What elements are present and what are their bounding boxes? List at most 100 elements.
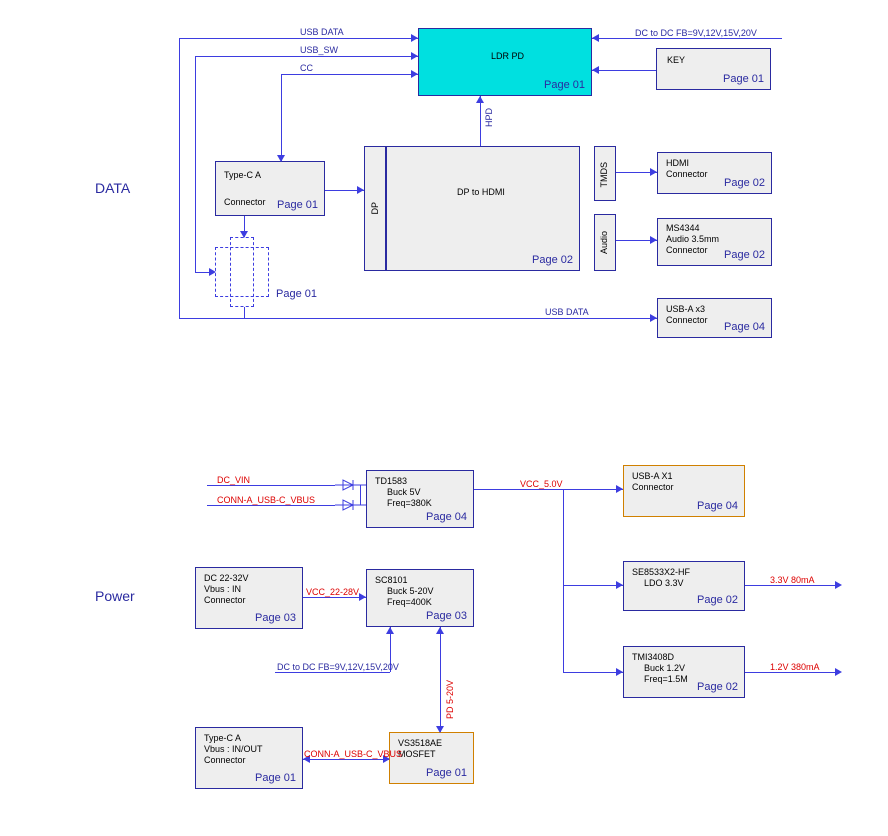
arrow-r-icon	[835, 581, 842, 589]
arrow-r-icon	[616, 581, 623, 589]
ms4344-page: Page 02	[724, 249, 765, 261]
typecA2-page: Page 01	[255, 772, 296, 784]
wire	[244, 307, 245, 318]
wire	[360, 485, 361, 505]
vs3518-sub: MOSFET	[398, 749, 436, 759]
net-usbsw: USB_SW	[300, 45, 338, 55]
td1583-sub1: Buck 5V	[387, 487, 421, 497]
arrow-r-icon	[650, 236, 657, 244]
block-dp-sidebar: DP	[364, 146, 386, 271]
td1583-page: Page 04	[426, 511, 467, 523]
wire	[179, 318, 657, 319]
dc22-sub2: Connector	[204, 595, 246, 605]
vs3518-title: VS3518AE	[398, 738, 442, 748]
arrow-u-icon	[386, 627, 394, 634]
tmi-sub1: Buck 1.2V	[644, 663, 685, 673]
tmi-title: TMI3408D	[632, 652, 674, 662]
dp2hdmi-page: Page 02	[532, 254, 573, 266]
typec-sub: Connector	[224, 197, 266, 207]
net-vcc22: VCC_22-28V	[306, 587, 359, 597]
se8533-page: Page 02	[697, 594, 738, 606]
hdmi-page: Page 02	[724, 177, 765, 189]
net-out33: 3.3V 80mA	[770, 575, 815, 585]
usba3-title: USB-A x3	[666, 304, 705, 314]
td1583-sub2: Freq=380K	[387, 498, 432, 508]
hdmi-sub: Connector	[666, 169, 708, 179]
sc8101-page: Page 03	[426, 610, 467, 622]
block-ms4344: MS4344 Audio 3.5mm Connector Page 02	[657, 218, 772, 266]
diode-icon	[335, 478, 366, 492]
wire	[195, 56, 418, 57]
block-usba-x1: USB-A X1 Connector Page 04	[623, 465, 745, 517]
se8533-title: SE8533X2-HF	[632, 567, 690, 577]
sc8101-sub1: Buck 5-20V	[387, 586, 434, 596]
dc22-sub1: Vbus : IN	[204, 584, 241, 594]
net-out12: 1.2V 380mA	[770, 662, 820, 672]
wire	[195, 56, 196, 272]
net-dcfb: DC to DC FB=9V,12V,15V,20V	[635, 28, 757, 38]
section-label-data: DATA	[95, 180, 130, 196]
arrow-l-icon	[592, 66, 599, 74]
typecA2-title: Type-C A	[204, 733, 241, 743]
tmi-sub2: Freq=1.5M	[644, 674, 688, 684]
arrow-r-icon	[650, 314, 657, 322]
dashed-page: Page 01	[276, 288, 317, 300]
wire	[745, 585, 835, 586]
wire	[179, 38, 418, 39]
sc8101-sub2: Freq=400K	[387, 597, 432, 607]
net-hpd: HPD	[484, 108, 494, 127]
arrow-r-icon	[616, 668, 623, 676]
wire	[281, 74, 282, 161]
vs3518-page: Page 01	[426, 767, 467, 779]
block-audio: Audio	[594, 214, 616, 271]
wire	[207, 485, 335, 486]
net-dcfb2: DC to DC FB=9V,12V,15V,20V	[277, 662, 399, 672]
net-cc: CC	[300, 63, 313, 73]
arrow-r-icon	[411, 70, 418, 78]
wire	[440, 627, 441, 732]
dc22-title: DC 22-32V	[204, 573, 249, 583]
arrow-d-icon	[240, 231, 248, 238]
block-se8533: SE8533X2-HF LDO 3.3V Page 02	[623, 561, 745, 611]
wire	[563, 585, 623, 586]
arrow-r-icon	[650, 168, 657, 176]
arrow-r-icon	[411, 52, 418, 60]
arrow-r-icon	[359, 593, 366, 601]
wire	[592, 70, 656, 71]
arrow-r-icon	[835, 668, 842, 676]
block-tmi: TMI3408D Buck 1.2V Freq=1.5M Page 02	[623, 646, 745, 698]
usbax1-page: Page 04	[697, 500, 738, 512]
block-key: KEY Page 01	[656, 48, 771, 90]
block-dp2hdmi: DP to HDMI Page 02	[386, 146, 580, 271]
ms4344-title: MS4344	[666, 223, 700, 233]
block-hdmi: HDMI Connector Page 02	[657, 152, 772, 194]
wire	[179, 38, 180, 318]
ms4344-sub1: Audio 3.5mm	[666, 234, 719, 244]
wire	[563, 672, 623, 673]
dp-label: DP	[370, 202, 380, 215]
block-sc8101: SC8101 Buck 5-20V Freq=400K Page 03	[366, 569, 474, 627]
usbax1-sub: Connector	[632, 482, 674, 492]
usba3-sub: Connector	[666, 315, 708, 325]
wire	[480, 96, 481, 146]
wire	[281, 74, 418, 75]
ms4344-sub2: Connector	[666, 245, 708, 255]
arrow-u-icon	[476, 96, 484, 103]
block-typec-a: Type-C A Connector Page 01	[215, 161, 325, 216]
typec-title: Type-C A	[224, 170, 261, 180]
section-label-power: Power	[95, 588, 135, 604]
arrow-d-icon	[277, 155, 285, 162]
arrow-r-icon	[357, 186, 364, 194]
wire	[303, 597, 366, 598]
net-connvbus: CONN-A_USB-C_VBUS	[217, 495, 315, 505]
key-title: KEY	[667, 55, 685, 65]
usbax1-title: USB-A X1	[632, 471, 673, 481]
block-dashed-2	[230, 237, 254, 307]
arrow-d-icon	[436, 726, 444, 733]
arrow-r-icon	[411, 34, 418, 42]
net-usbdata2: USB DATA	[545, 307, 589, 317]
key-page: Page 01	[723, 73, 764, 85]
net-dcvin: DC_VIN	[217, 475, 250, 485]
ldr-title: LDR PD	[491, 51, 524, 61]
dc22-page: Page 03	[255, 612, 296, 624]
